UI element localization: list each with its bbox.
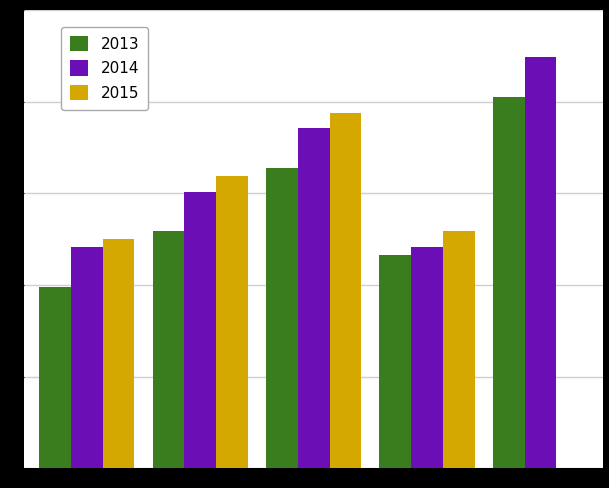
- Bar: [524, 57, 557, 468]
- Bar: [443, 231, 475, 468]
- Bar: [298, 128, 329, 468]
- Bar: [266, 168, 298, 468]
- Bar: [103, 239, 135, 468]
- Bar: [152, 231, 185, 468]
- Bar: [71, 247, 103, 468]
- Bar: [493, 97, 524, 468]
- Legend: 2013, 2014, 2015: 2013, 2014, 2015: [61, 26, 149, 110]
- Bar: [379, 255, 411, 468]
- Bar: [216, 176, 248, 468]
- Bar: [185, 192, 216, 468]
- Bar: [39, 286, 71, 468]
- Bar: [411, 247, 443, 468]
- Bar: [329, 113, 361, 468]
